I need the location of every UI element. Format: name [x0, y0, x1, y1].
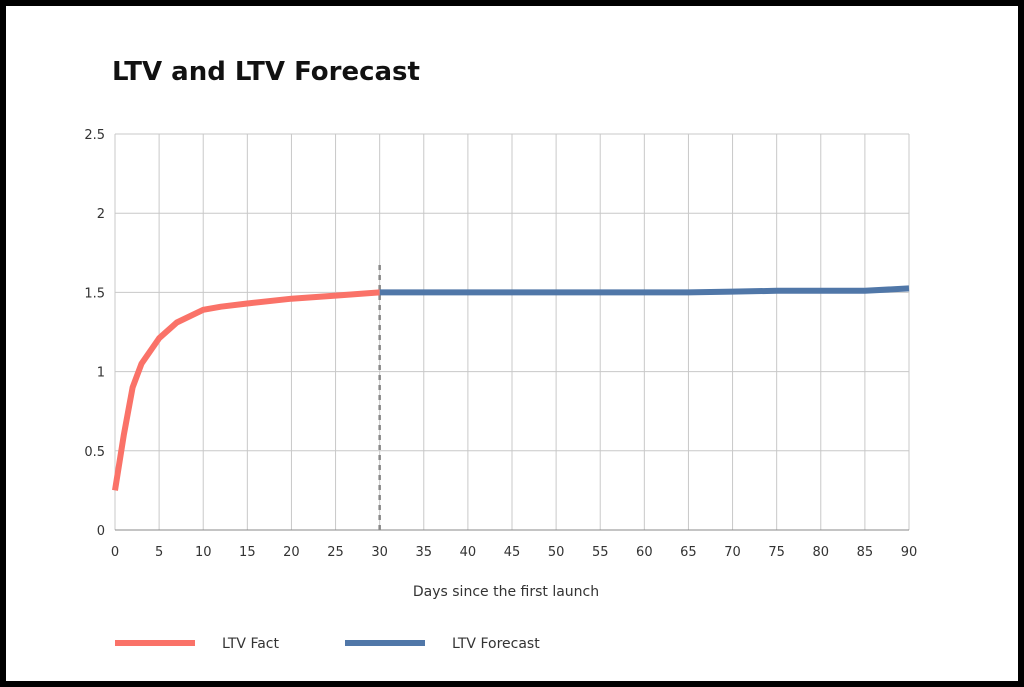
legend-label: LTV Fact — [222, 636, 279, 652]
x-tick-label: 10 — [195, 545, 212, 560]
x-tick-label: 15 — [239, 545, 256, 560]
x-tick-label: 40 — [460, 545, 477, 560]
series-line-ltv-fact — [112, 289, 380, 491]
y-tick-label: 2 — [97, 207, 105, 222]
y-tick-label: 0 — [97, 524, 105, 539]
x-tick-label: 80 — [813, 545, 830, 560]
series-line-ltv-forecast — [379, 285, 910, 296]
x-tick-label: 75 — [768, 545, 785, 560]
x-tick-label: 50 — [548, 545, 565, 560]
x-tick-label: 20 — [283, 545, 300, 560]
x-tick-label: 70 — [724, 545, 741, 560]
x-axis-label: Days since the first launch — [413, 584, 599, 600]
x-tick-label: 45 — [504, 545, 521, 560]
x-tick-label: 55 — [592, 545, 609, 560]
x-tick-label: 35 — [416, 545, 433, 560]
x-tick-label: 60 — [636, 545, 653, 560]
y-tick-label: 1.5 — [84, 286, 105, 301]
x-tick-label: 65 — [680, 545, 697, 560]
y-tick-label: 0.5 — [84, 445, 105, 460]
chart-frame: LTV and LTV Forecast 0 0.5 1 1.5 2 2.5 0 5 10 15 2… — [6, 6, 1018, 681]
y-tick-label: 2.5 — [84, 128, 105, 143]
x-tick-label: 5 — [155, 545, 163, 560]
chart-title: LTV and LTV Forecast — [112, 57, 420, 87]
x-tick-label: 85 — [857, 545, 874, 560]
y-tick-label: 1 — [97, 366, 105, 381]
x-tick-label: 90 — [901, 545, 918, 560]
legend-label: LTV Forecast — [452, 636, 540, 652]
x-tick-label: 30 — [371, 545, 388, 560]
x-tick-label: 0 — [111, 545, 119, 560]
x-tick-label: 25 — [327, 545, 344, 560]
